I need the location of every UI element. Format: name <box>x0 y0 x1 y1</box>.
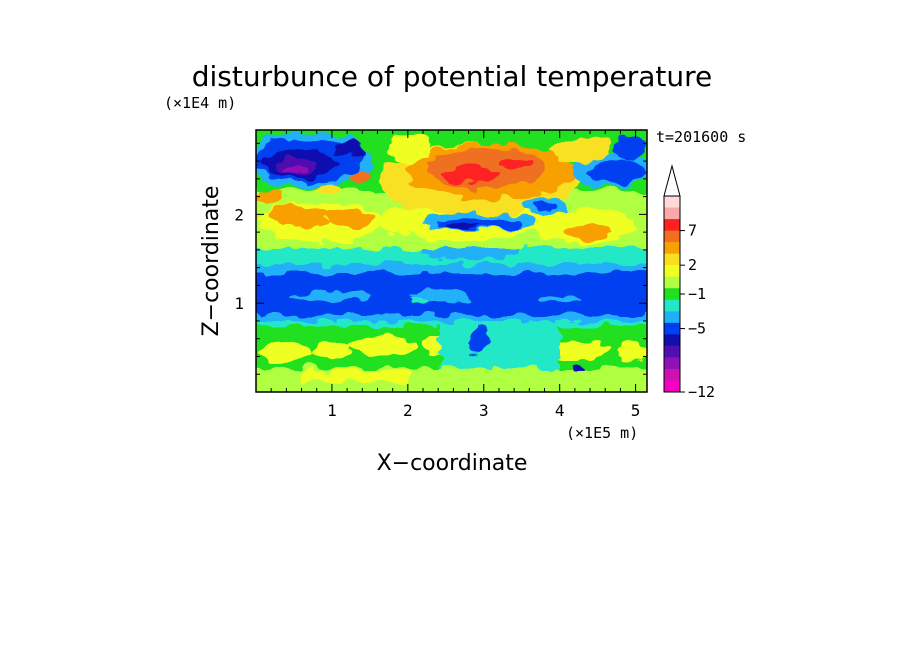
plot-frame <box>255 129 648 393</box>
colorbar-swatch <box>664 276 680 289</box>
colorbar-swatch <box>664 380 680 393</box>
y-tick-label: 2 <box>234 205 244 224</box>
colorbar-swatch <box>664 219 680 232</box>
x-unit-label: (×1E5 m) <box>566 424 638 442</box>
x-tick-label: 2 <box>403 401 413 420</box>
colorbar-tick-label: 2 <box>688 256 697 274</box>
colorbar-swatch <box>664 253 680 266</box>
y-axis-title: Z−coordinate <box>199 186 224 337</box>
colorbar-swatch <box>664 357 680 370</box>
x-axis-title: X−coordinate <box>377 451 528 476</box>
x-tick-label: 3 <box>479 401 489 420</box>
colorbar-swatch <box>664 345 680 358</box>
colorbar: 7 2 −1 −5 −12 <box>663 164 715 401</box>
colorbar-tick-label: −1 <box>688 285 706 303</box>
colorbar-swatch <box>664 196 680 209</box>
colorbar-swatch <box>664 322 680 335</box>
x-tick-label: 1 <box>327 401 337 420</box>
chart-title: disturbunce of potential temperature <box>192 60 713 93</box>
colorbar-swatch <box>664 288 680 301</box>
colorbar-swatch <box>664 368 680 381</box>
colorbar-swatch <box>664 299 680 312</box>
colorbar-swatch <box>664 207 680 220</box>
colorbar-tick-label: 7 <box>688 222 697 240</box>
colorbar-swatch <box>664 230 680 243</box>
x-tick-label: 4 <box>555 401 565 420</box>
colorbar-swatch <box>664 334 680 347</box>
colorbar-extend-arrow <box>663 164 681 197</box>
time-label: t=201600 s <box>656 128 746 146</box>
x-tick-label: 5 <box>631 401 641 420</box>
colorbar-swatch <box>664 311 680 324</box>
x-axis: 1 2 3 4 5 <box>270 130 641 420</box>
y-unit-label: (×1E4 m) <box>164 94 236 112</box>
colorbar-swatch <box>664 265 680 278</box>
colorbar-tick-label: −12 <box>688 383 715 401</box>
y-axis: 12 <box>234 142 647 375</box>
colorbar-tick-label: −5 <box>688 320 706 338</box>
y-tick-label: 1 <box>234 294 244 313</box>
contour-field <box>256 130 647 392</box>
colorbar-swatch <box>664 242 680 255</box>
